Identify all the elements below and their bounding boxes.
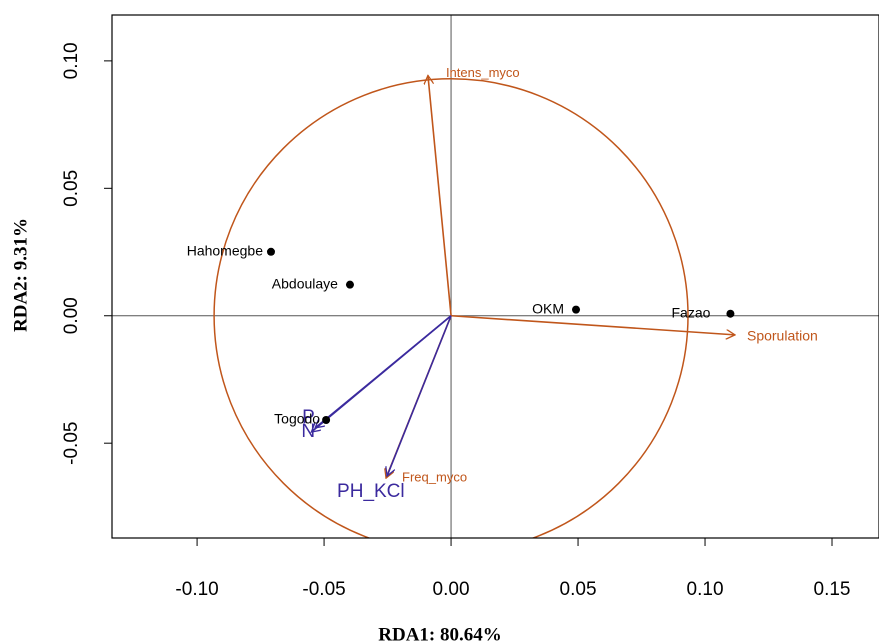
- y-tick-label: 0.05: [61, 170, 82, 207]
- plot-frame: [111, 14, 879, 539]
- site-point: [266, 247, 275, 256]
- arrow-label: PH_KCl: [337, 481, 405, 502]
- y-tick-label: 0.10: [61, 42, 82, 79]
- arrow-label: Freq_myco: [402, 470, 467, 485]
- x-tick-label: -0.10: [175, 579, 218, 600]
- site-label: Togodo: [274, 411, 320, 427]
- arrow: [311, 315, 452, 432]
- x-tick-label: 0.10: [687, 579, 724, 600]
- equilibrium-circle: [213, 78, 689, 538]
- site-label: Hahomegbe: [187, 242, 263, 258]
- x-tick-label: 0.15: [814, 579, 851, 600]
- site-point: [726, 309, 735, 318]
- arrow-label: Sporulation: [747, 328, 818, 344]
- y-tick-label: 0.00: [61, 297, 82, 334]
- y-tick-label: -0.05: [61, 422, 82, 465]
- site-point: [345, 280, 354, 289]
- arrow-label: N: [301, 421, 315, 442]
- arrow: [428, 75, 452, 316]
- site-label: OKM: [532, 300, 564, 316]
- site-point: [572, 305, 581, 314]
- x-tick-label: 0.00: [433, 579, 470, 600]
- x-tick-label: 0.05: [560, 579, 597, 600]
- site-point: [322, 415, 331, 424]
- x-tick-label: -0.05: [302, 579, 345, 600]
- arrow: [387, 315, 452, 476]
- x-axis-title: RDA1: 80.64%: [378, 624, 502, 644]
- y-axis-title: RDA2: 9.31%: [10, 218, 31, 332]
- site-label: Abdoulaye: [272, 275, 338, 291]
- arrow-label: P: [302, 407, 315, 428]
- plot-area: [112, 15, 879, 538]
- arrow-label: Intens_myco: [446, 65, 520, 80]
- site-label: Fazao: [672, 304, 711, 320]
- arrow: [451, 314, 735, 335]
